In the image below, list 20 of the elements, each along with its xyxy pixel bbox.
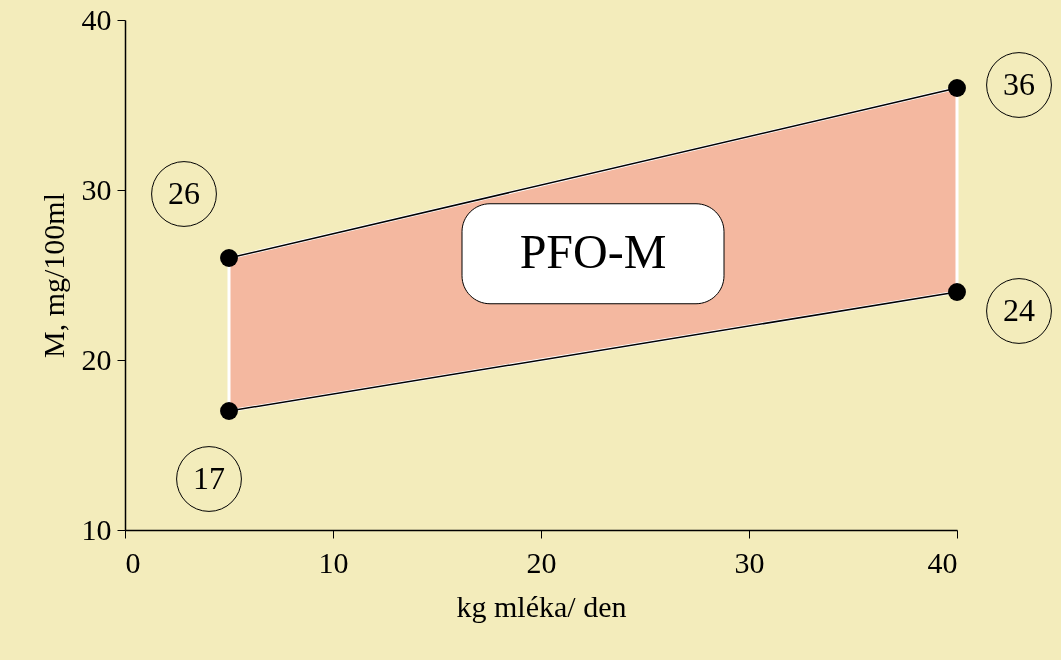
point — [220, 402, 238, 420]
x-axis-title: kg mléka/ den — [456, 589, 627, 623]
y-tick-label: 30 — [81, 172, 112, 206]
x-tick-label: 30 — [734, 545, 765, 579]
point — [220, 249, 238, 267]
y-tick-label: 10 — [81, 512, 112, 546]
point — [948, 283, 966, 301]
x-tick-label: 20 — [526, 545, 557, 579]
annotation: PFO-M — [519, 224, 667, 278]
y-tick-label: 40 — [81, 2, 112, 36]
point — [948, 79, 966, 97]
y-tick-label: 20 — [81, 342, 112, 376]
x-tick-label: 40 — [927, 545, 958, 579]
data-label: 24 — [1003, 292, 1035, 328]
y-axis-title: M, mg/100ml — [36, 192, 70, 359]
data-label: 36 — [1003, 66, 1035, 102]
x-tick-label: 0 — [125, 545, 141, 579]
x-tick-label: 10 — [318, 545, 349, 579]
data-label: 26 — [168, 175, 200, 211]
data-label: 17 — [193, 460, 225, 496]
